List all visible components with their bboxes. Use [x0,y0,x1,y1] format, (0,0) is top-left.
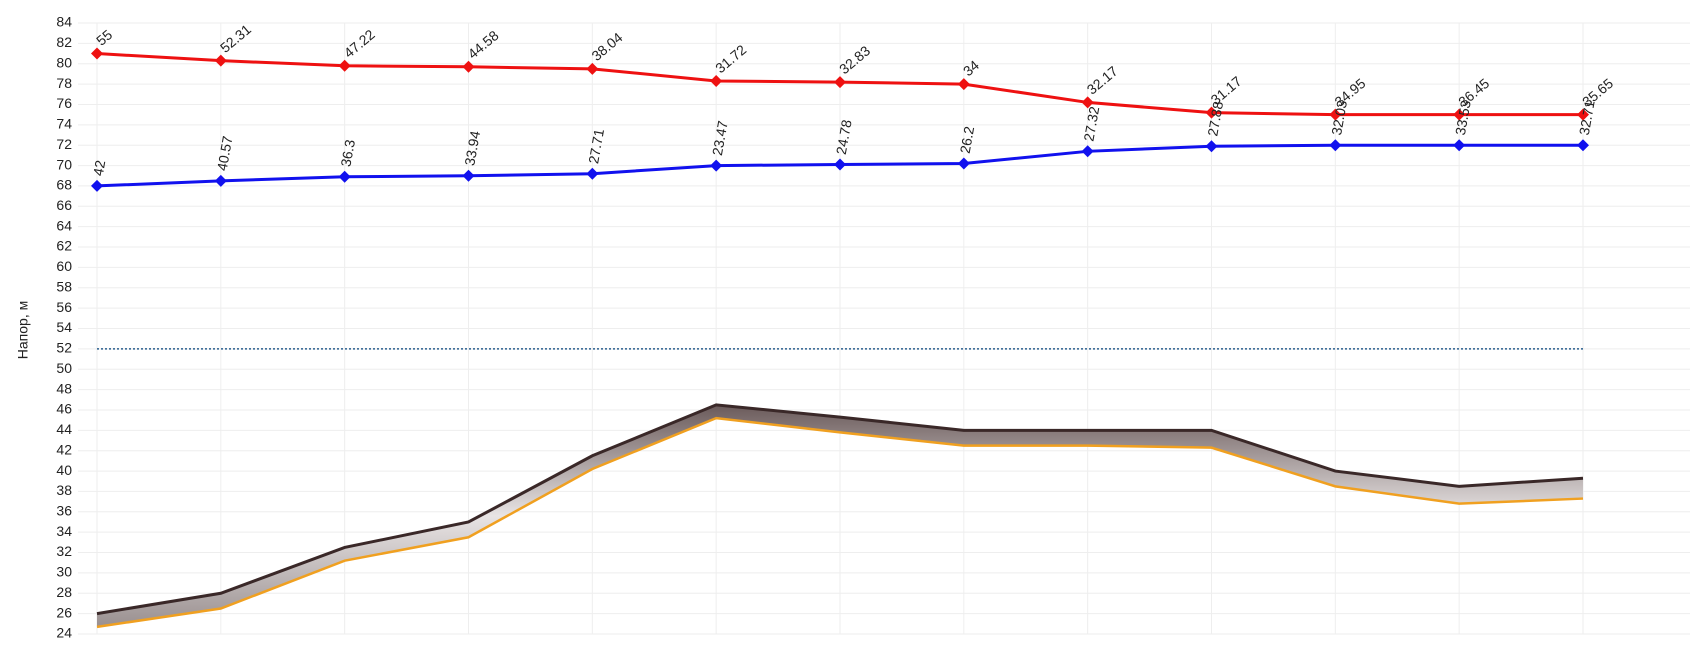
y-axis-label: Напор, м [15,301,31,359]
point-label: 42 [90,159,108,177]
y-tick-label: 42 [56,441,72,457]
point-label: 38.04 [588,29,625,64]
y-tick-label: 24 [56,625,72,641]
point-label: 32.83 [836,42,873,77]
point-marker [586,62,599,75]
point-marker [834,76,846,89]
y-tick-label: 46 [56,401,72,417]
y-tick-label: 60 [56,258,72,274]
point-label: 55 [93,26,115,48]
point-label: 27.88 [1204,100,1226,137]
y-tick-label: 56 [56,299,72,315]
y-tick-label: 50 [56,360,72,376]
point-marker [338,59,351,72]
point-marker [214,174,227,187]
point-marker [91,47,103,60]
y-tick-label: 82 [56,34,72,50]
point-marker [1205,106,1218,119]
point-marker [462,169,475,182]
y-tick-label: 36 [56,503,72,519]
y-tick-label: 72 [56,136,72,152]
y-tick-label: 38 [56,482,72,498]
point-marker [710,159,723,172]
point-label: 32.17 [1084,63,1121,98]
y-tick-label: 68 [56,177,72,193]
point-marker [1205,140,1218,153]
point-label: 33.53 [1452,99,1474,136]
ground-bottom-line [96,416,1584,629]
y-tick-label: 26 [56,604,72,620]
y-tick-label: 70 [56,156,72,172]
point-marker [462,60,475,73]
y-tick-label: 34 [56,523,72,539]
y-tick-label: 52 [56,340,72,356]
y-tick-label: 54 [56,319,72,335]
point-marker [1577,108,1589,121]
point-marker [91,179,103,192]
point-label: 27.71 [585,127,607,164]
y-tick-label: 48 [56,380,72,396]
y-tick-label: 80 [56,54,72,70]
point-marker [1081,96,1094,109]
point-marker [338,170,351,183]
point-label: 32.71 [1576,99,1598,136]
point-label: 33.94 [461,129,483,166]
point-marker [1453,139,1466,152]
point-marker [710,75,723,88]
point-label: 27.32 [1081,105,1103,142]
ground-top-line [96,403,1584,616]
y-tick-label: 84 [56,14,72,30]
point-marker [957,157,970,170]
point-label: 36.3 [338,138,359,168]
y-tick-label: 32 [56,543,72,559]
point-marker [1453,108,1466,121]
point-marker [1081,145,1094,158]
point-label: 24.78 [833,118,855,155]
y-tick-label: 28 [56,584,72,600]
point-label: 52.31 [217,21,254,56]
point-label: 31.72 [712,41,749,76]
point-marker [586,167,599,180]
point-label: 34 [960,57,982,79]
point-label: 44.58 [465,27,502,62]
y-tick-label: 40 [56,462,72,478]
point-marker [1577,139,1589,152]
y-tick-label: 76 [56,95,72,111]
point-label: 32.03 [1328,99,1350,136]
point-label: 26.2 [957,125,978,155]
point-marker [214,54,227,67]
y-tick-label: 62 [56,238,72,254]
y-tick-label: 58 [56,278,72,294]
y-tick-label: 78 [56,75,72,91]
y-tick-label: 30 [56,564,72,580]
y-tick-label: 64 [56,217,72,233]
point-label: 23.47 [709,119,731,156]
y-tick-label: 66 [56,197,72,213]
point-marker [1329,139,1342,152]
point-marker [1329,108,1342,121]
point-marker [834,158,846,171]
y-tick-label: 74 [56,116,72,132]
point-label: 40.57 [214,135,236,172]
y-tick-label: 44 [56,421,72,437]
point-marker [957,78,970,91]
